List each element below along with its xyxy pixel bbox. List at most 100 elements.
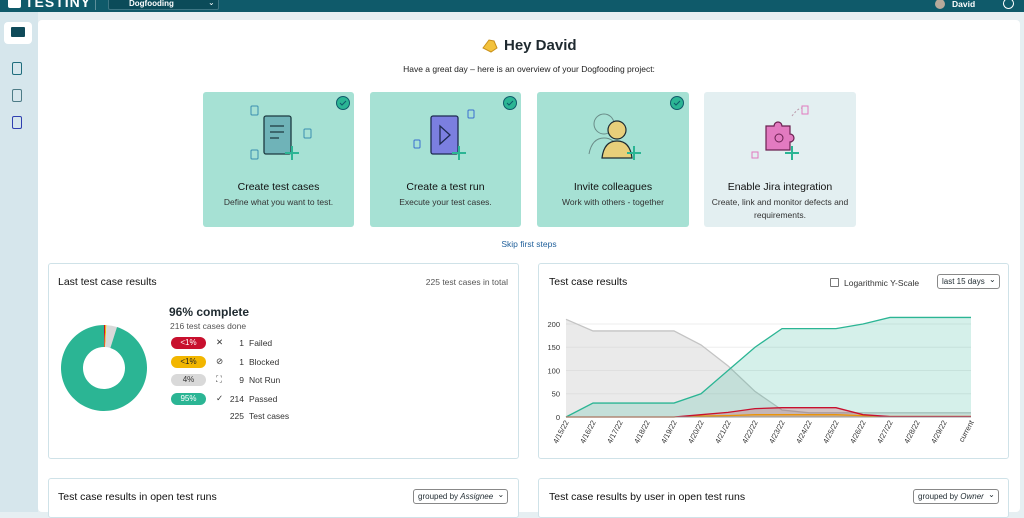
step-description: Work with others - together xyxy=(562,197,664,207)
step-card[interactable]: Create test cases Define what you want t… xyxy=(203,92,354,227)
y-tick-label: 50 xyxy=(552,390,560,399)
step-icon xyxy=(413,96,517,160)
step-title: Create test cases xyxy=(237,181,320,193)
series-area xyxy=(566,407,971,417)
group-select[interactable]: grouped by Owner ⌄ xyxy=(913,489,999,504)
x-tick-label: 4/29/22 xyxy=(929,419,949,445)
welcome-title: Hey David xyxy=(504,37,577,54)
chevron: ⌄ xyxy=(497,490,505,499)
panel-title: Last test case results xyxy=(58,276,157,288)
panel-title: Test case results xyxy=(549,276,628,288)
x-tick-label: 4/22/22 xyxy=(740,419,760,445)
step-description: Execute your test cases. xyxy=(399,197,492,207)
status-icon: ⛶ xyxy=(216,374,222,384)
x-tick-label: 4/27/22 xyxy=(875,419,895,445)
status-count: 1 xyxy=(239,338,244,348)
area-chart: 0 50 100 150 200 4/15/22 4/16/22 4/17/22 4/18/22… xyxy=(547,316,976,445)
donut-slice xyxy=(104,325,106,348)
step-card[interactable]: Enable Jira integration Create, link and… xyxy=(704,92,856,227)
group-prefix: grouped by xyxy=(418,492,459,501)
x-tick-label: 4/25/22 xyxy=(821,419,841,445)
step-title: Enable Jira integration xyxy=(727,181,833,193)
share-pill: <1% xyxy=(171,355,206,368)
panel-title: Test case results by user in open test r… xyxy=(549,491,746,503)
x-tick-label: 4/15/22 xyxy=(551,419,571,445)
help-icon[interactable] xyxy=(1003,0,1014,9)
donut-chart xyxy=(61,325,147,411)
series-line xyxy=(565,318,971,414)
nav-execute[interactable] xyxy=(12,116,22,129)
step-icon xyxy=(250,96,350,160)
step-card[interactable]: Invite colleagues Work with others - tog… xyxy=(537,92,689,227)
x-tick-label: 4/20/22 xyxy=(686,419,706,445)
x-tick-label: 4/21/22 xyxy=(713,419,733,445)
done-text: 216 test cases done xyxy=(170,321,247,331)
total-label: Test cases xyxy=(249,411,290,421)
range-select[interactable]: last 15 days ⌄ xyxy=(937,274,1000,289)
x-tick-label: 4/18/22 xyxy=(632,419,652,445)
group-value: Assignee xyxy=(460,492,494,501)
project-select[interactable]: Dogfooding ⌄ xyxy=(108,0,219,10)
status-label: Passed xyxy=(249,393,278,404)
series-line xyxy=(565,316,971,418)
chevron: ⌄ xyxy=(988,490,995,499)
series-area xyxy=(566,319,971,417)
y-tick-label: 100 xyxy=(547,366,560,375)
x-tick-label: 4/24/22 xyxy=(794,419,814,445)
y-tick-label: 0 xyxy=(556,413,560,422)
logo: TESTINY xyxy=(25,0,92,10)
skip-link[interactable]: Skip first steps xyxy=(501,239,557,249)
x-tick-label: 4/16/22 xyxy=(578,419,598,445)
sidebar xyxy=(0,12,38,512)
y-tick-label: 200 xyxy=(547,320,560,329)
log-checkbox[interactable] xyxy=(830,278,839,287)
top-bar: TESTINY Dogfooding ⌄ David xyxy=(0,0,1024,12)
complete-text: 96% complete xyxy=(169,305,250,319)
project-name: Dogfooding xyxy=(129,0,174,8)
donut-slice xyxy=(105,325,118,348)
status-count: 1 xyxy=(239,356,244,367)
wave-emoji xyxy=(482,39,498,53)
log-label[interactable]: Logarithmic Y-Scale xyxy=(844,278,920,288)
nav-test-cases[interactable] xyxy=(12,62,22,75)
welcome-subtitle: Have a great day – here is an overview o… xyxy=(403,64,655,74)
series-area xyxy=(566,317,971,417)
group-prefix: grouped by xyxy=(918,492,959,501)
group-select[interactable]: grouped by Assignee ⌄ xyxy=(413,489,509,504)
step-card[interactable]: Create a test run Execute your test case… xyxy=(370,92,521,227)
total-count: 225 xyxy=(229,411,244,421)
nav-dashboard[interactable] xyxy=(4,22,32,44)
x-tick-label: 4/26/22 xyxy=(848,419,868,445)
donut-slice xyxy=(104,325,107,348)
group-value: Owner xyxy=(960,492,984,501)
step-title: Create a test run xyxy=(406,181,485,193)
chevron: ⌄ xyxy=(208,0,215,7)
results-chart-panel: Test case results Logarithmic Y-Scale la… xyxy=(538,263,1009,459)
step-title: Invite colleagues xyxy=(573,181,653,193)
status-label: Not Run xyxy=(249,375,281,385)
logo-icon xyxy=(8,0,21,8)
x-tick-label: 4/28/22 xyxy=(902,419,922,445)
range-value: last 15 days xyxy=(942,277,985,286)
x-tick-label: current xyxy=(957,418,976,444)
x-tick-label: 4/23/22 xyxy=(767,419,787,445)
user-name[interactable]: David xyxy=(952,0,976,9)
status-count: 9 xyxy=(239,375,244,385)
share-pill: <1% xyxy=(171,337,206,349)
avatar[interactable] xyxy=(935,0,945,9)
step-icon xyxy=(751,105,809,160)
nav-test-runs[interactable] xyxy=(12,89,22,102)
step-icon xyxy=(588,96,684,160)
x-tick-label: 4/19/22 xyxy=(659,419,679,445)
last-results-panel: Last test case results 225 test cases in… xyxy=(48,263,519,459)
divider xyxy=(95,0,96,10)
share-pill: 4% xyxy=(171,374,206,386)
chevron: ⌄ xyxy=(989,275,996,284)
donut-slice xyxy=(61,325,147,411)
x-tick-label: 4/17/22 xyxy=(605,419,625,445)
open-runs-panel: Test case results in open test runs grou… xyxy=(48,478,519,518)
total-text: 225 test cases in total xyxy=(425,277,508,287)
y-tick-label: 150 xyxy=(547,343,560,352)
step-description: Create, link and monitor defects and req… xyxy=(711,197,849,220)
